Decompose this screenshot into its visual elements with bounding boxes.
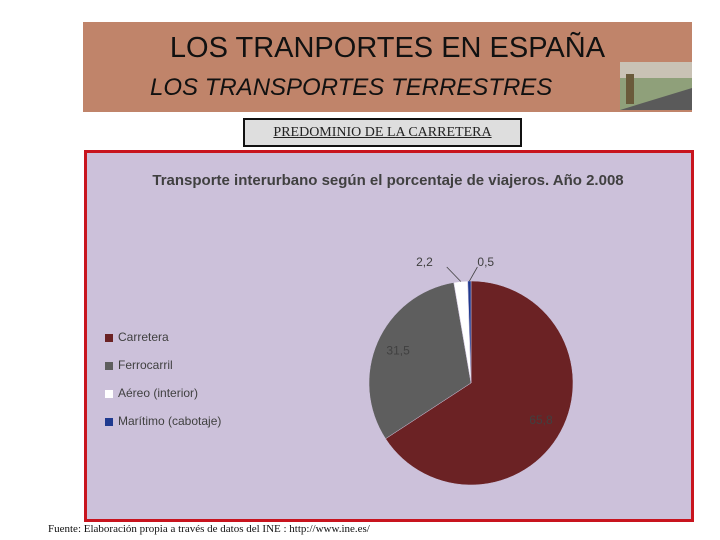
banner: PREDOMINIO DE LA CARRETERA [243, 118, 522, 147]
slide-subtitle: LOS TRANSPORTES TERRESTRES [150, 74, 553, 101]
leader-line [469, 266, 478, 282]
pie-slice [368, 282, 472, 440]
legend-label: Carretera [118, 330, 169, 344]
leader-line [446, 266, 462, 282]
slide-title: LOS TRANPORTES EN ESPAÑA [169, 32, 606, 64]
header-band [83, 22, 692, 112]
legend-label: Marítimo (cabotaje) [118, 414, 221, 428]
legend-swatch [105, 390, 113, 398]
legend-label: Ferrocarril [118, 358, 173, 372]
legend-swatch [105, 362, 113, 370]
data-label: 65,8 [529, 413, 553, 427]
chart-title: Transporte interurbano según el porcenta… [152, 172, 624, 189]
legend-swatch [105, 418, 113, 426]
data-label: 2,2 [416, 255, 433, 269]
data-label: 0,5 [477, 255, 494, 269]
pie-slice [385, 280, 574, 486]
data-label: 31,5 [386, 343, 410, 357]
source-note: Fuente: Elaboración propia a través de d… [48, 523, 370, 535]
legend-label: Aéreo (interior) [118, 386, 198, 400]
legend-swatch [105, 334, 113, 342]
